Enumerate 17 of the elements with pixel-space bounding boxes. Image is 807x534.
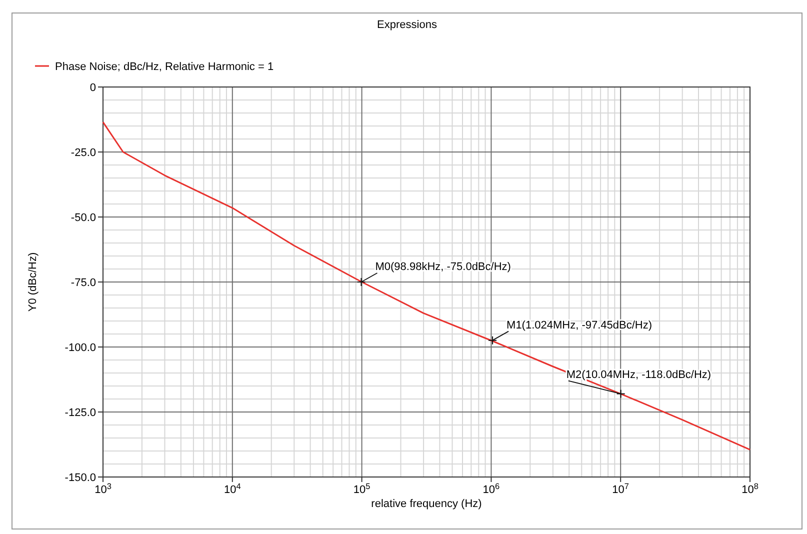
chart-title: Expressions	[377, 19, 438, 31]
x-tick-label: 10$^{8}$	[742, 482, 759, 496]
x-axis-title: relative frequency (Hz)	[371, 498, 482, 510]
y-tick-label: 0	[90, 82, 96, 94]
y-tick-label: -25.0	[70, 147, 96, 159]
legend-label: Phase Noise; dBc/Hz, Relative Harmonic = 1	[55, 61, 274, 73]
y-tick-label: -75.0	[70, 277, 96, 289]
x-tick-label: 10$^{3}$	[94, 482, 112, 496]
y-tick-label: -50.0	[70, 212, 96, 224]
x-tick-label: 10$^{7}$	[612, 482, 630, 496]
x-tick-label: 10$^{4}$	[224, 482, 242, 496]
y-axis-title: Y0 (dBc/Hz)	[27, 252, 39, 312]
y-tick-label: -150.0	[64, 472, 96, 484]
x-tick-label: 10$^{5}$	[353, 482, 371, 496]
x-tick-label: 10$^{6}$	[482, 482, 500, 496]
y-tick-label: -125.0	[64, 407, 96, 419]
y-tick-label: -100.0	[64, 342, 96, 354]
